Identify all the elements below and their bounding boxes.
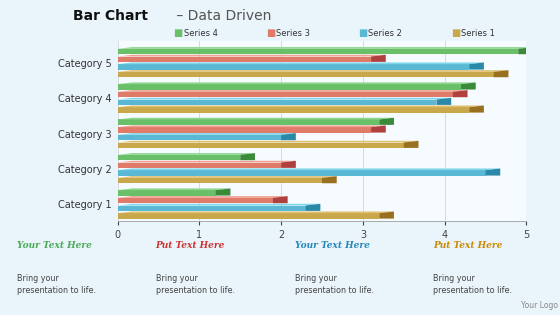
Bar [118, 56, 371, 62]
Bar [118, 178, 322, 183]
Polygon shape [118, 125, 386, 127]
Polygon shape [461, 83, 475, 89]
Polygon shape [118, 90, 468, 92]
Polygon shape [118, 55, 386, 56]
Polygon shape [379, 211, 394, 219]
Text: Bar Chart: Bar Chart [73, 9, 148, 23]
Bar [118, 72, 494, 77]
Text: – Data Driven: – Data Driven [172, 9, 272, 23]
Polygon shape [469, 62, 484, 70]
Bar [118, 190, 216, 196]
Text: Series 2: Series 2 [368, 29, 402, 37]
Bar [118, 170, 486, 175]
Bar [118, 119, 379, 125]
Bar [118, 100, 436, 105]
Text: Put Text Here: Put Text Here [433, 241, 503, 250]
Polygon shape [118, 204, 320, 205]
Text: Put Text Here: Put Text Here [156, 241, 225, 250]
Polygon shape [273, 196, 288, 203]
Polygon shape [281, 133, 296, 140]
Polygon shape [281, 161, 296, 168]
Polygon shape [371, 55, 386, 62]
Bar [118, 127, 371, 133]
Bar [118, 135, 281, 140]
Polygon shape [118, 153, 255, 155]
Text: Your Logo: Your Logo [521, 301, 558, 310]
Polygon shape [371, 125, 386, 133]
Text: ■: ■ [451, 28, 460, 38]
Text: Bring your
presentation to life.: Bring your presentation to life. [156, 274, 235, 295]
Polygon shape [518, 47, 533, 54]
Polygon shape [118, 196, 288, 198]
Text: Bring your
presentation to life.: Bring your presentation to life. [17, 274, 96, 295]
Polygon shape [118, 106, 484, 107]
Polygon shape [118, 133, 296, 135]
Polygon shape [486, 169, 500, 175]
Polygon shape [118, 211, 394, 213]
Text: Series 1: Series 1 [461, 29, 494, 37]
Polygon shape [436, 98, 451, 105]
Polygon shape [118, 62, 484, 64]
Text: ■: ■ [174, 28, 183, 38]
Polygon shape [118, 188, 230, 190]
Polygon shape [118, 161, 296, 163]
Polygon shape [379, 118, 394, 125]
Bar [118, 92, 453, 97]
Bar [118, 155, 240, 160]
Polygon shape [404, 141, 418, 148]
Polygon shape [118, 141, 418, 142]
Polygon shape [118, 47, 533, 49]
Polygon shape [469, 106, 484, 112]
Bar [118, 49, 518, 54]
Polygon shape [306, 204, 320, 211]
Polygon shape [453, 90, 468, 97]
Bar [118, 142, 404, 148]
Text: Series 3: Series 3 [276, 29, 310, 37]
Text: Your Text Here: Your Text Here [295, 241, 370, 250]
Polygon shape [118, 98, 451, 100]
Polygon shape [322, 176, 337, 183]
Bar [118, 84, 461, 89]
Bar [118, 107, 469, 112]
Polygon shape [118, 118, 394, 119]
Text: Your Text Here: Your Text Here [17, 241, 92, 250]
Text: ■: ■ [358, 28, 368, 38]
Polygon shape [240, 153, 255, 160]
Polygon shape [494, 70, 508, 77]
Bar [118, 205, 306, 211]
Bar [118, 163, 281, 168]
Text: Series 4: Series 4 [184, 29, 217, 37]
Bar [118, 213, 379, 219]
Text: Bring your
presentation to life.: Bring your presentation to life. [433, 274, 512, 295]
Bar [118, 64, 469, 70]
Polygon shape [118, 169, 500, 170]
Polygon shape [118, 70, 508, 72]
Polygon shape [216, 188, 230, 196]
Text: ■: ■ [266, 28, 276, 38]
Polygon shape [118, 176, 337, 178]
Polygon shape [118, 83, 475, 84]
Bar [118, 198, 273, 203]
Text: Bring your
presentation to life.: Bring your presentation to life. [295, 274, 374, 295]
